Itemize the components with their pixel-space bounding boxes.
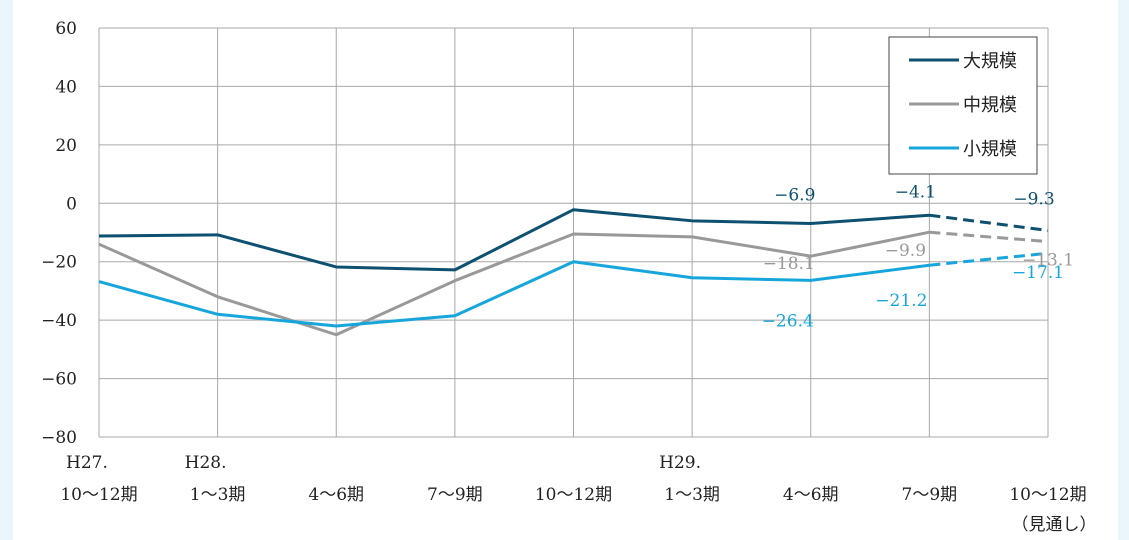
data-label: −9.3	[1013, 189, 1054, 209]
data-label: −9.9	[885, 241, 926, 261]
x-tick-label: 10～12期	[1009, 485, 1086, 505]
x-tick-year: H29.	[659, 453, 701, 473]
y-tick-label: 60	[55, 19, 77, 39]
data-label: −13.1	[1022, 251, 1074, 271]
data-label: −4.1	[895, 182, 936, 202]
series-line-solid	[98, 230, 930, 337]
x-tick-year: H27.	[66, 453, 108, 473]
data-label: −6.9	[774, 185, 815, 205]
x-tick-label: 7～9期	[902, 485, 958, 505]
series-line-forecast	[929, 213, 1049, 232]
x-tick-label: 4～6期	[308, 485, 364, 505]
y-tick-label: 40	[55, 77, 77, 97]
x-tick-year: H28.	[185, 453, 227, 473]
x-tick-label: 10～12期	[535, 485, 612, 505]
y-tick-label: −60	[41, 370, 77, 390]
line-chart: 60 40 20 0 −20 −40 −60 −80 H27. 10～12期 H28. 1～3期 4～…	[41, 19, 1096, 535]
chart-panel: 60 40 20 0 −20 −40 −60 −80 H27. 10～12期 H28. 1～3期 4～…	[13, 0, 1118, 540]
series-line-solid	[98, 260, 930, 328]
data-label: −17.1	[1012, 263, 1064, 283]
y-tick-label: 20	[55, 136, 77, 156]
x-tick-label: 1～3期	[664, 485, 720, 505]
x-tick-label: 10～12期	[60, 485, 137, 505]
x-axis-ticks: H27. 10～12期 H28. 1～3期 4～6期 7～9期 10～12期 H29. 1～3期…	[60, 453, 1096, 535]
series-lines	[98, 208, 1049, 337]
y-tick-label: −40	[41, 311, 77, 331]
y-tick-label: 0	[66, 194, 77, 214]
series-line-forecast	[929, 251, 1049, 267]
x-tick-label: 1～3期	[190, 485, 246, 505]
x-tick-note: （見通し）	[1012, 515, 1097, 535]
data-labels: −6.9 −4.1 −9.3 −18.1 −9.9 −13.1 −26.4 −21.2 −17.…	[762, 182, 1074, 331]
series-line-forecast	[929, 230, 1049, 244]
y-tick-label: −80	[41, 428, 77, 448]
y-tick-label: −20	[41, 253, 77, 273]
legend-label: 大規模	[963, 51, 1017, 72]
series-line-solid	[98, 208, 930, 272]
data-label: −21.2	[875, 291, 927, 311]
x-tick-label: 4～6期	[783, 485, 839, 505]
y-axis-ticks: 60 40 20 0 −20 −40 −60 −80	[41, 19, 77, 448]
x-tick-label: 7～9期	[427, 485, 483, 505]
data-label: −18.1	[763, 254, 815, 274]
data-label: −26.4	[762, 311, 814, 331]
legend-label: 中規模	[963, 95, 1017, 116]
legend-label: 小規模	[963, 139, 1017, 160]
